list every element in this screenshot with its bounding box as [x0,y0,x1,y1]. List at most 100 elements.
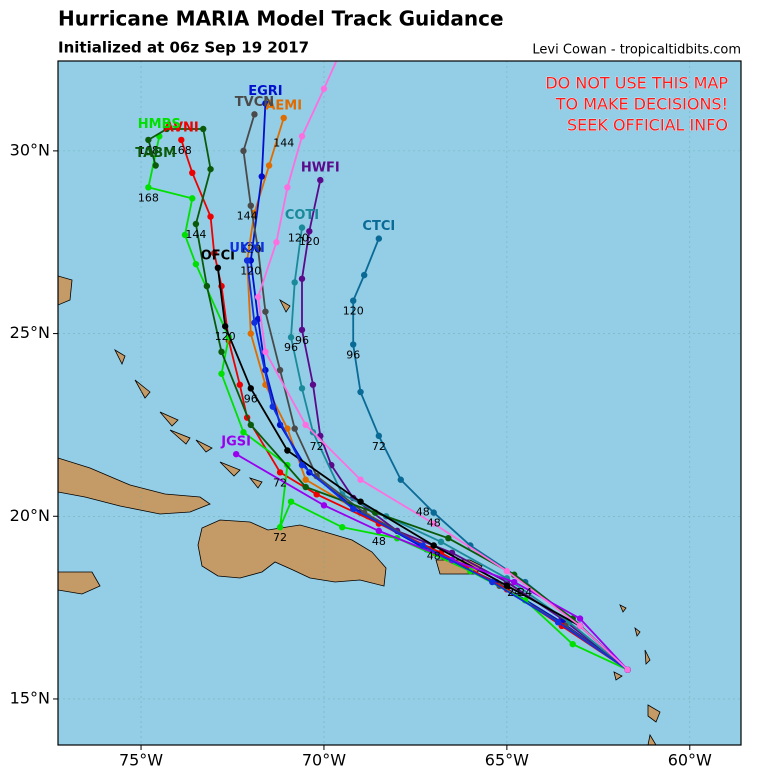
track-point [273,239,280,246]
warning-text: SEEK OFFICIAL INFO [567,116,728,135]
track-point [360,271,368,279]
model-name: COTI [285,208,319,223]
track-point [247,385,254,392]
track-point [375,527,383,535]
track-point [192,260,200,268]
y-tick-label: 20°N [10,506,50,525]
track-point [280,114,287,122]
track-point [247,202,254,209]
track-point [510,578,518,586]
track-point [221,323,229,330]
track-point [189,195,196,202]
hour-label: 120 [240,264,261,277]
track-point [287,334,295,341]
track-point [178,136,185,144]
hour-label: 120 [240,243,261,256]
track-point [287,498,295,505]
x-tick-label: 70°W [302,751,346,769]
track-point [320,85,328,92]
y-tick-label: 15°N [10,688,50,707]
hour-label: 96 [346,349,360,362]
track-point [397,476,404,483]
hour-label: 144 [185,228,206,241]
hour-label: 120 [288,232,309,245]
tracks [145,53,631,673]
track-point [503,582,511,589]
track-point [309,381,317,388]
track-point [200,125,207,133]
track-point [335,53,341,59]
track-point [302,421,309,429]
track-point [189,169,196,177]
track-point [430,520,437,527]
track-point [350,297,357,304]
model-name: OFCI [201,248,235,263]
track-point [284,425,291,432]
credit: Levi Cowan - tropicaltidbits.com [532,43,741,58]
track-point [313,472,320,480]
ocean [58,61,741,745]
track-point [375,235,383,242]
frame [57,60,742,746]
track-point [375,432,383,440]
hour-label: 144 [237,210,258,223]
model-name: CTCI [362,219,395,234]
model-name: EGRI [248,84,282,99]
track-point [430,509,437,516]
hour-label: 72 [273,531,287,544]
warning-text: DO NOT USE THIS MAP [545,74,728,93]
warning-text: TO MAKE DECISIONS! [555,95,728,114]
track-point [218,370,225,377]
track-point [350,341,357,348]
track-point [298,326,306,334]
grid [58,61,741,745]
model-name: HWFI [301,161,340,176]
track-point [218,348,225,356]
track-point [298,275,306,282]
track-point [236,381,244,388]
hour-label: 72 [273,476,287,489]
hour-label: 72 [310,440,324,453]
track-point [251,111,258,118]
track-point [306,228,313,235]
hour-label: 120 [343,305,364,318]
hour-label: 48 [427,549,441,562]
track-point [503,567,511,575]
labels: DO NOT USE THIS MAP TO MAKE DECISIONS! SEE… [135,73,728,599]
hour-label: 24 [518,586,532,599]
track-point [298,224,306,231]
hour-label: 168 [138,191,159,204]
track-point [163,125,170,133]
track-point [240,147,247,155]
track-point [298,461,306,469]
track-point [291,425,298,432]
track-point [258,173,265,180]
track-point [298,385,306,392]
model-name: JGSI [220,435,251,450]
track-point [262,100,269,107]
track-point [247,330,254,337]
track-point [419,542,426,549]
track-point [489,578,496,586]
track-point [357,476,364,483]
hour-label: 48 [416,506,430,519]
track-point [152,162,159,169]
track-point [232,450,240,458]
track-point [430,542,437,549]
model-name: UKXI [229,241,265,256]
track-point [569,640,576,648]
hour-label: 48 [372,535,386,548]
hour-label: 120 [215,330,236,343]
track-point [262,308,269,315]
track-point [262,348,269,356]
track-point [203,282,211,290]
track-point [284,447,291,454]
track-point [269,403,276,410]
hour-label: 96 [295,334,309,347]
axes: 75°W 70°W 65°W 60°W 15°N 20°N 25°N 30°N [10,140,712,769]
track-point [276,469,284,476]
track-point [207,165,214,173]
track-point [291,279,298,286]
y-tick-label: 25°N [10,323,50,342]
hour-label: 24 [507,586,521,599]
